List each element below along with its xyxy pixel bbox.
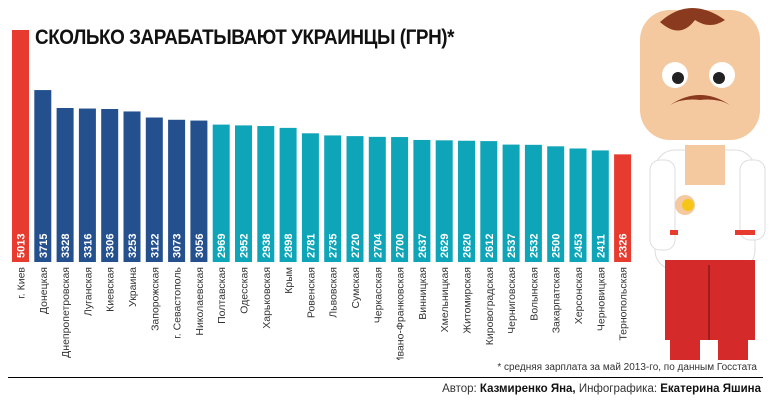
bar xyxy=(12,30,29,262)
category-label: Ивано-Франковская xyxy=(395,267,407,360)
category-label: Черновицкая xyxy=(595,267,607,331)
value-label: 2411 xyxy=(595,234,607,258)
bar xyxy=(324,135,342,262)
category-label: Закарпатская xyxy=(551,267,563,333)
bar xyxy=(413,139,431,262)
bar-chart: 5013 г. Киев 3715 Донецкая 3328 Днепропетровс… xyxy=(12,30,632,360)
bar xyxy=(145,117,163,262)
value-label: 5013 xyxy=(16,234,28,258)
value-label: 2537 xyxy=(506,234,518,258)
value-label: 2735 xyxy=(328,234,340,258)
bar xyxy=(435,140,453,262)
bar xyxy=(524,144,542,262)
category-label: Херсонская xyxy=(573,267,585,324)
category-label: Ровенская xyxy=(305,267,317,318)
bar xyxy=(502,144,520,262)
category-label: Кировоградская xyxy=(484,267,496,345)
value-label: 3306 xyxy=(105,234,117,258)
bar xyxy=(547,146,565,262)
bar xyxy=(368,136,386,262)
category-label: Черниговская xyxy=(506,267,518,334)
bar xyxy=(391,137,409,262)
bar xyxy=(168,119,186,262)
value-label: 2700 xyxy=(395,234,407,258)
bar xyxy=(591,150,609,262)
value-label: 3328 xyxy=(60,234,72,258)
value-label: 2612 xyxy=(484,234,496,258)
category-label: Николаевская xyxy=(194,267,206,336)
category-label: г. Киев xyxy=(16,267,28,299)
category-label: Винницкая xyxy=(417,267,429,320)
value-label: 2532 xyxy=(528,234,540,258)
bar xyxy=(569,148,587,262)
chart-title: СКОЛЬКО ЗАРАБАТЫВАЮТ УКРАИНЦЫ (ГРН)* xyxy=(35,26,455,49)
bar xyxy=(123,111,141,262)
value-label: 3073 xyxy=(172,234,184,258)
bar xyxy=(301,133,319,262)
bar xyxy=(458,140,475,262)
credits: Автор: Казмиренко Яна, Инфографика: Екат… xyxy=(442,383,761,395)
bar xyxy=(101,108,119,262)
category-label: Харьковская xyxy=(261,267,273,329)
infographic-label: Инфографика: xyxy=(575,383,661,395)
author-label: Автор: xyxy=(442,383,480,395)
value-label: 2938 xyxy=(261,234,273,258)
category-label: Черкасская xyxy=(372,267,384,323)
category-label: Днепропетровская xyxy=(60,267,72,358)
category-label: Хмельницкая xyxy=(439,267,451,332)
value-label: 2637 xyxy=(417,234,429,258)
bar xyxy=(212,124,230,263)
category-label: Киевская xyxy=(105,267,117,312)
value-label: 2720 xyxy=(350,234,362,258)
cossack-illustration xyxy=(640,7,766,360)
value-label: 2781 xyxy=(305,234,317,258)
category-label: Житомирская xyxy=(462,267,474,334)
bar xyxy=(190,120,208,262)
bar xyxy=(614,154,632,262)
category-label: г. Севастополь xyxy=(172,266,184,338)
bar xyxy=(56,107,74,262)
category-label: Донецкая xyxy=(38,267,50,314)
category-label: Сумская xyxy=(350,267,362,309)
category-label: Луганская xyxy=(82,267,94,316)
category-label: Волынская xyxy=(528,267,540,321)
category-label: Полтавская xyxy=(216,267,228,324)
value-label: 2620 xyxy=(462,234,474,258)
value-label: 2898 xyxy=(283,234,295,258)
category-label: Тернопольская xyxy=(618,267,630,341)
footnote: * средняя зарплата за май 2013-го, по да… xyxy=(497,362,757,373)
bar xyxy=(78,108,96,262)
bar xyxy=(34,90,52,262)
value-label: 2500 xyxy=(551,234,563,258)
value-label: 2952 xyxy=(239,234,251,258)
value-label: 2704 xyxy=(372,233,384,258)
category-label: Одесская xyxy=(239,267,251,314)
value-label: 3316 xyxy=(82,234,94,258)
bar xyxy=(480,141,498,262)
value-label: 2453 xyxy=(573,234,585,258)
bar xyxy=(235,125,252,262)
category-label: Украина xyxy=(127,267,139,307)
bar xyxy=(257,126,275,262)
category-label: Львовская xyxy=(328,267,340,318)
bar xyxy=(279,127,297,263)
value-label: 2969 xyxy=(216,234,228,258)
value-label: 2326 xyxy=(618,234,630,258)
author-name: Казмиренко Яна, xyxy=(479,383,576,395)
bar xyxy=(346,136,364,262)
value-label: 3122 xyxy=(149,234,161,258)
infographic-author: Екатерина Яшина xyxy=(660,383,761,395)
value-label: 3253 xyxy=(127,234,139,258)
value-label: 3056 xyxy=(194,234,206,258)
divider xyxy=(8,377,763,378)
value-label: 3715 xyxy=(38,234,50,258)
category-label: Крым xyxy=(283,267,295,294)
value-label: 2629 xyxy=(439,234,451,258)
category-label: Запорожская xyxy=(149,267,161,331)
